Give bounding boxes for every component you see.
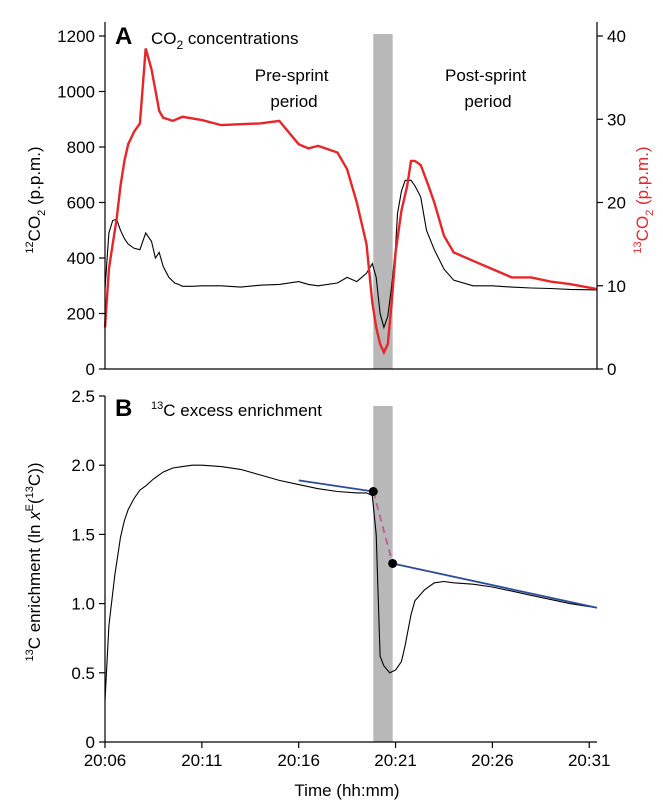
fit-markers [368,486,398,568]
right-tick-label-a: 30 [607,110,626,129]
panel-b-title: 13C excess enrichment [151,400,322,420]
left-tick-label-a: 1000 [57,83,95,102]
x-axis-label: Time (hh:mm) [294,781,399,800]
panel-a-title: CO2 concentrations [151,29,298,52]
panel-letter-b: B [115,395,132,422]
post-sprint-fit-line [392,562,598,609]
pre-sprint-fit-line [298,479,374,493]
y-tick-label-b: 0 [86,733,95,752]
panel-a: 0 200 400 600 800 1000 1200 0 10 20 30 40 A CO2 con… [24,22,656,379]
series-12co2-line [104,179,598,330]
axes-b: 0 0.5 1.0 1.5 2.0 2.5 20:06 20:11 20:16 20:21 20:2… [71,387,610,770]
axes-a: 0 200 400 600 800 1000 1200 0 10 20 30 40 [57,22,626,379]
sprint-band-b [373,406,393,742]
fit-marker-0 [368,486,378,496]
x-tick-label: 20:16 [277,751,320,770]
right-tick-label-a: 20 [607,194,626,213]
annotation-post-sprint: Post-sprint period [445,66,531,111]
x-tick-label: 20:21 [374,751,417,770]
right-axis-label-a: 13CO2 (p.p.m.) [632,146,656,253]
right-tick-label-a: 10 [607,277,626,296]
y-tick-label-b: 2.5 [71,387,95,406]
y-tick-label-b: 1.5 [71,525,95,544]
x-tick-label: 20:11 [181,751,222,770]
panel-letter-a: A [115,23,132,50]
right-tick-label-a: 0 [607,360,616,379]
right-tick-label-a: 40 [607,27,626,46]
left-axis-label-a: 12CO2 (p.p.m.) [24,146,48,253]
panel-b: 0 0.5 1.0 1.5 2.0 2.5 20:06 20:11 20:16 20:21 20:2… [24,387,611,800]
y-tick-label-b: 0.5 [71,664,95,683]
x-tick-label: 20:06 [84,751,127,770]
x-tick-label: 20:31 [568,751,611,770]
fit-marker-1 [388,558,398,568]
left-tick-label-a: 400 [67,249,95,268]
left-tick-label-a: 0 [86,360,95,379]
x-tick-label: 20:26 [471,751,514,770]
left-tick-label-a: 800 [67,138,95,157]
left-tick-label-a: 1200 [57,27,95,46]
sprint-interpolation-line [372,491,394,564]
y-axis-label-b: 13C enrichment (ln xE(13C)) [24,462,44,661]
series-enrichment-line [104,464,598,701]
left-tick-label-a: 600 [67,194,95,213]
series-13co2-line [103,48,598,356]
y-tick-label-b: 2.0 [71,456,95,475]
sprint-band-a [373,34,393,369]
annotation-pre-sprint: Pre-sprint period [255,66,333,111]
y-tick-label-b: 1.0 [71,595,95,614]
left-tick-label-a: 200 [67,305,95,324]
